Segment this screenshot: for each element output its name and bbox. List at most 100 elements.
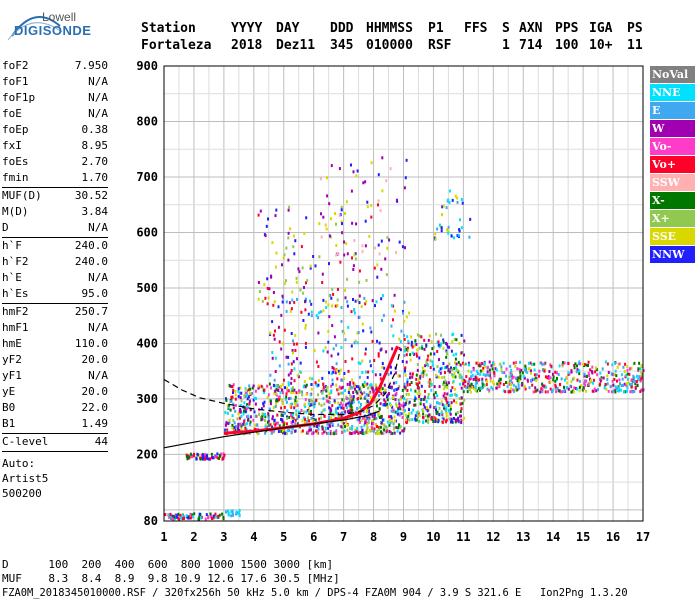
- echo-point: [344, 403, 347, 407]
- y-tick-label: 600: [136, 225, 158, 239]
- echo-point: [556, 371, 558, 375]
- echo-point: [352, 264, 355, 268]
- echo-point: [272, 383, 275, 387]
- echo-point: [237, 412, 240, 416]
- echo-point: [438, 413, 441, 417]
- echo-point: [345, 242, 348, 245]
- param-value: N/A: [88, 321, 108, 334]
- echo-point: [328, 315, 331, 319]
- echo-point: [435, 412, 438, 416]
- echo-point: [328, 406, 331, 410]
- echo-point: [366, 382, 369, 386]
- echo-point: [337, 392, 340, 396]
- echo-point: [452, 367, 455, 370]
- echo-point: [379, 348, 382, 352]
- param-label: MUF(D): [2, 189, 42, 202]
- echo-point: [582, 386, 585, 390]
- echo-point: [419, 376, 422, 380]
- echo-point: [541, 363, 544, 367]
- echo-point: [231, 512, 234, 516]
- echo-point: [278, 340, 281, 344]
- echo-point: [300, 408, 303, 412]
- echo-point: [253, 396, 256, 400]
- echo-point: [225, 510, 227, 514]
- legend-item-nnw: NNW: [650, 246, 695, 263]
- echo-point: [429, 384, 432, 388]
- echo-point: [380, 297, 383, 301]
- echo-point: [275, 384, 278, 388]
- echo-point: [328, 392, 331, 396]
- param-value: N/A: [88, 221, 108, 234]
- y-tick-label: 500: [136, 281, 158, 295]
- echo-point: [556, 376, 558, 380]
- echo-point: [460, 226, 463, 230]
- echo-point: [573, 366, 576, 370]
- echo-point: [332, 292, 335, 296]
- legend: NoVal NNE E W Vo- Vo+ SSW X- X+ SSE NNW: [650, 66, 695, 264]
- echo-point: [321, 432, 324, 435]
- echo-point: [562, 389, 565, 393]
- echo-point: [591, 365, 594, 369]
- echo-point: [232, 383, 235, 387]
- echo-point: [353, 311, 356, 315]
- echo-point: [377, 394, 380, 398]
- echo-point: [263, 388, 266, 392]
- echo-point: [322, 388, 325, 392]
- echo-point: [233, 429, 235, 433]
- param-label: h`E: [2, 271, 22, 284]
- echo-point: [408, 311, 411, 315]
- echo-point: [317, 379, 320, 383]
- echo-point: [543, 362, 546, 366]
- echo-point: [344, 338, 347, 342]
- echo-point: [402, 311, 405, 315]
- echo-point: [411, 418, 414, 421]
- echo-point: [337, 287, 339, 291]
- echo-point: [618, 378, 621, 382]
- echo-point: [355, 174, 358, 178]
- echo-point: [403, 427, 406, 431]
- echo-point: [559, 383, 561, 387]
- echo-point: [479, 372, 482, 376]
- echo-point: [515, 376, 518, 380]
- echo-point: [437, 343, 440, 347]
- echo-point: [549, 387, 552, 391]
- echo-point: [411, 375, 414, 379]
- echo-point: [462, 378, 465, 382]
- param-row: hmF1 N/A: [2, 320, 108, 336]
- header-value-p1: RSF: [428, 38, 452, 53]
- echo-point: [350, 399, 353, 403]
- echo-point: [315, 314, 318, 318]
- echo-point: [377, 414, 380, 418]
- echo-point: [447, 368, 450, 372]
- echo-point: [275, 399, 278, 403]
- echo-point: [264, 419, 266, 422]
- echo-point: [427, 420, 430, 424]
- echo-point: [458, 362, 461, 366]
- echo-point: [370, 161, 373, 165]
- echo-point: [371, 414, 374, 418]
- echo-point: [554, 379, 557, 383]
- echo-point: [476, 389, 479, 393]
- echo-point: [547, 375, 550, 379]
- echo-point: [222, 455, 225, 459]
- echo-point: [514, 364, 517, 368]
- echo-point: [287, 383, 290, 387]
- echo-point: [355, 222, 358, 226]
- echo-point: [332, 370, 335, 374]
- echo-point: [259, 209, 262, 213]
- x-tick-label: 1: [160, 530, 167, 544]
- echo-point: [354, 252, 357, 256]
- param-value: 110.0: [74, 337, 108, 350]
- echo-point: [605, 387, 608, 391]
- echo-point: [413, 399, 416, 402]
- echo-point: [614, 361, 617, 365]
- echo-point: [572, 377, 574, 381]
- echo-point: [441, 420, 444, 424]
- echo-point: [468, 384, 471, 388]
- echo-point: [404, 369, 406, 373]
- echo-point: [368, 234, 371, 238]
- echo-point: [330, 217, 332, 221]
- echo-point: [352, 268, 355, 271]
- echo-point: [278, 398, 281, 402]
